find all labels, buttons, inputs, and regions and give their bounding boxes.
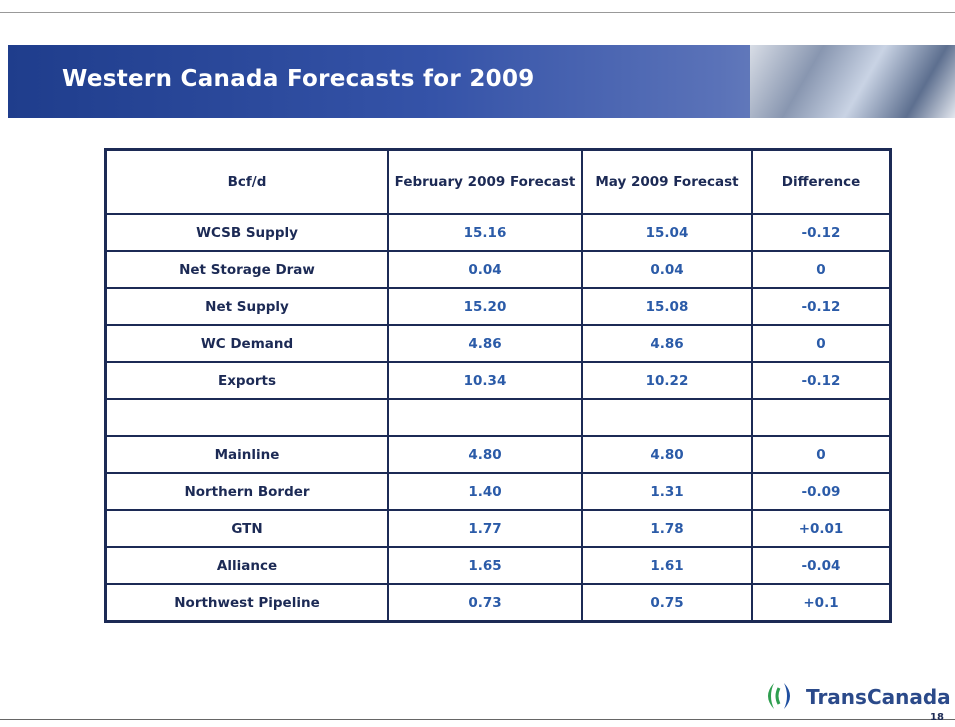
- table-cell: -0.04: [752, 547, 891, 584]
- table-cell: 0: [752, 325, 891, 362]
- table-cell: Net Supply: [106, 288, 389, 325]
- table-row: [106, 399, 891, 436]
- empty-cell: [582, 399, 752, 436]
- table-cell: May 2009 Forecast: [582, 150, 752, 215]
- empty-cell: [388, 399, 582, 436]
- table-cell: 1.78: [582, 510, 752, 547]
- table-cell: 1.61: [582, 547, 752, 584]
- table-cell: Northwest Pipeline: [106, 584, 389, 622]
- table-cell: 10.22: [582, 362, 752, 399]
- table-cell: Bcf/d: [106, 150, 389, 215]
- table-cell: February 2009 Forecast: [388, 150, 582, 215]
- table-cell: 0.75: [582, 584, 752, 622]
- table-cell: 1.31: [582, 473, 752, 510]
- table-cell: 4.80: [582, 436, 752, 473]
- table-cell: 0.04: [388, 251, 582, 288]
- table-cell: WC Demand: [106, 325, 389, 362]
- slide: Western Canada Forecasts for 2009 Bcf/dF…: [0, 0, 955, 727]
- table-cell: GTN: [106, 510, 389, 547]
- table-cell: 0.04: [582, 251, 752, 288]
- table-cell: 15.04: [582, 214, 752, 251]
- table-cell: +0.01: [752, 510, 891, 547]
- table-cell: 4.80: [388, 436, 582, 473]
- table-cell: 15.08: [582, 288, 752, 325]
- table-cell: -0.12: [752, 288, 891, 325]
- logo-icon: [760, 680, 800, 712]
- table-cell: Northern Border: [106, 473, 389, 510]
- table-cell: WCSB Supply: [106, 214, 389, 251]
- table-cell: 10.34: [388, 362, 582, 399]
- table-cell: Difference: [752, 150, 891, 215]
- table-cell: -0.12: [752, 214, 891, 251]
- table-cell: 0: [752, 436, 891, 473]
- table-cell: 1.77: [388, 510, 582, 547]
- table-cell: -0.12: [752, 362, 891, 399]
- table-cell: 4.86: [582, 325, 752, 362]
- table-cell: 1.40: [388, 473, 582, 510]
- table-cell: Mainline: [106, 436, 389, 473]
- table-cell: 4.86: [388, 325, 582, 362]
- table-cell: 1.65: [388, 547, 582, 584]
- page-number: 18: [930, 712, 944, 723]
- table-cell: Exports: [106, 362, 389, 399]
- table-cell: Alliance: [106, 547, 389, 584]
- table-cell: 15.20: [388, 288, 582, 325]
- table-cell: 0.73: [388, 584, 582, 622]
- logo-text: TransCanada: [806, 685, 951, 709]
- empty-cell: [752, 399, 891, 436]
- slide-title: Western Canada Forecasts for 2009: [62, 66, 535, 92]
- table-cell: 0: [752, 251, 891, 288]
- banner-photo: [750, 45, 955, 118]
- table-cell: Net Storage Draw: [106, 251, 389, 288]
- table-cell: 15.16: [388, 214, 582, 251]
- table-cell: -0.09: [752, 473, 891, 510]
- table-cell: +0.1: [752, 584, 891, 622]
- empty-cell: [106, 399, 389, 436]
